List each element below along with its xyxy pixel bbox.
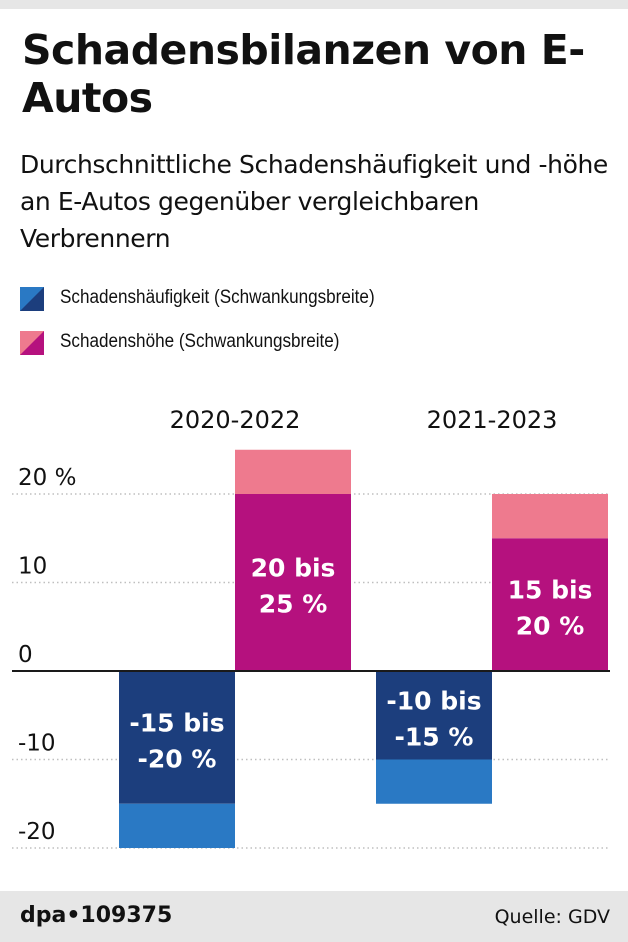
- category-label: 2020-2022: [170, 406, 301, 434]
- bar-range: [235, 449, 351, 494]
- chart-title: Schadensbilanzen von E-Autos: [22, 26, 585, 122]
- bar-range: [492, 494, 608, 539]
- y-tick-label: -20: [18, 819, 56, 845]
- bar-data-label: 25 %: [259, 590, 328, 619]
- footer: dpa•109375 Quelle: GDV: [0, 891, 628, 942]
- chart-subtitle: Durchschnittliche Schadenshäufigkeit und…: [20, 150, 608, 253]
- agency-credit: dpa•109375: [20, 903, 173, 928]
- category-label: 2021-2023: [427, 406, 558, 434]
- bar-min: [376, 671, 492, 760]
- bar-min: [235, 494, 351, 671]
- top-bar: [0, 0, 628, 9]
- y-tick-label: 0: [18, 642, 33, 668]
- legend-swatch-frequency: [20, 287, 44, 311]
- bar-range: [376, 759, 492, 804]
- bar-min: [492, 538, 608, 671]
- bar-data-label: -15 bis: [129, 708, 224, 737]
- y-tick-label: 20 %: [18, 465, 76, 491]
- y-tick-label: -10: [18, 731, 56, 757]
- legend-label-frequency: Schadenshäufigkeit (Schwankungsbreite): [60, 287, 375, 308]
- bar-data-label: 15 bis: [508, 576, 593, 605]
- legend-swatch-amount: [20, 331, 44, 355]
- legend-label-amount: Schadenshöhe (Schwankungsbreite): [60, 331, 340, 352]
- bar-data-label: -20 %: [138, 744, 217, 773]
- bar-data-label: 20 bis: [251, 554, 336, 583]
- bar-data-label: -15 %: [395, 722, 474, 751]
- range-bar-chart: 20 % 10 0 -10 -20 2020-2022 2021-2023 -15 bis -2…: [12, 406, 610, 849]
- bar-data-label: 20 %: [516, 612, 585, 641]
- bar-range: [119, 803, 235, 848]
- source-label: Quelle: GDV: [494, 906, 610, 928]
- bar-min: [119, 671, 235, 804]
- bar-data-label: -10 bis: [386, 686, 481, 715]
- y-tick-label: 10: [18, 554, 47, 580]
